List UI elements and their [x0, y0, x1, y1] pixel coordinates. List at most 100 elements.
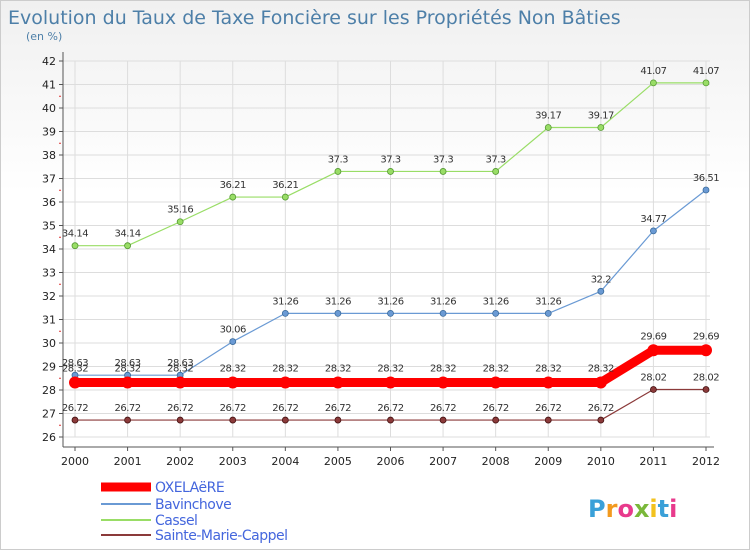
x-tick-label: 2007 [429, 455, 457, 468]
x-tick-label: 2005 [324, 455, 352, 468]
x-tick-label: 2002 [166, 455, 194, 468]
data-label: 26.72 [220, 403, 246, 414]
y-tick-label: 29 [42, 361, 56, 374]
data-label: 28.32 [535, 363, 561, 374]
y-tick-label: 41 [42, 79, 56, 92]
data-point [702, 186, 710, 194]
series-0: 28.32 28.32 28.32 28.32 28.32 28.32 28.32 28.32… [62, 331, 720, 389]
data-label: 28.32 [377, 363, 403, 374]
data-label: 31.26 [377, 296, 403, 307]
x-tick-label: 2003 [219, 455, 247, 468]
chart-title: Evolution du Taux de Taxe Foncière sur l… [8, 7, 621, 29]
data-point [176, 218, 184, 226]
data-point [387, 168, 394, 175]
legend-label: Sainte-Marie-Cappel [155, 528, 287, 544]
data-point [229, 193, 237, 201]
y-tick-label: 37 [42, 173, 56, 186]
data-label: 28.02 [640, 373, 666, 384]
data-label: 37.3 [328, 154, 348, 165]
data-label: 39.17 [535, 111, 561, 122]
x-tick-label: 2001 [114, 455, 142, 468]
x-tick-label: 2010 [587, 455, 615, 468]
legend: OXELAëREBavinchoveCasselSainte-Marie-Cap… [101, 480, 288, 544]
data-point [492, 309, 500, 317]
x-tick-label: 2012 [692, 455, 720, 468]
y-tick-label: 39 [42, 126, 56, 139]
data-label: 28.02 [693, 373, 719, 384]
data-label: 34.77 [640, 214, 666, 225]
data-label: 37.3 [433, 154, 453, 165]
data-point [387, 309, 394, 317]
data-point [121, 376, 134, 389]
data-label: 26.72 [167, 403, 193, 414]
data-label: 28.32 [115, 363, 141, 374]
data-point [594, 376, 607, 389]
data-point [71, 242, 79, 250]
data-label: 28.32 [272, 363, 298, 374]
x-tick-label: 2006 [377, 455, 405, 468]
data-label: 41.07 [693, 66, 719, 77]
x-tick-label: 2009 [534, 455, 562, 468]
data-point [226, 376, 239, 389]
data-label: 41.07 [640, 66, 666, 77]
data-label: 39.17 [588, 111, 614, 122]
y-tick-label: 42 [42, 55, 56, 68]
data-point [492, 168, 500, 175]
data-point [647, 344, 660, 357]
data-point [281, 193, 289, 201]
data-point [229, 416, 237, 424]
y-tick-label: 31 [42, 314, 56, 327]
data-label: 36.21 [220, 180, 246, 191]
data-point [492, 416, 500, 424]
data-label: 31.26 [430, 296, 456, 307]
data-label: 30.06 [220, 325, 246, 336]
y-tick-label: 27 [42, 408, 56, 421]
data-point [544, 309, 552, 317]
data-label: 26.72 [535, 403, 561, 414]
data-point [544, 124, 552, 131]
data-label: 28.32 [167, 363, 193, 374]
y-tick-label: 26 [42, 431, 56, 444]
data-label: 26.72 [115, 403, 141, 414]
series-3: 26.72 26.72 26.72 26.72 26.72 26.72 26.72 26.72… [62, 373, 720, 424]
data-point [334, 168, 342, 175]
data-point [174, 376, 187, 389]
data-label: 36.21 [272, 180, 298, 191]
legend-item: Sainte-Marie-Cappel [101, 528, 288, 544]
data-point [281, 416, 289, 424]
data-point [124, 242, 131, 250]
data-label: 31.26 [483, 296, 509, 307]
proxiti-logo: Proxiti [588, 495, 677, 523]
legend-item: OXELAëRE [101, 480, 225, 496]
data-label: 35.16 [167, 205, 193, 216]
x-tick-label: 2004 [271, 455, 299, 468]
data-point [597, 287, 605, 295]
data-point [176, 416, 184, 424]
data-point [597, 124, 605, 131]
data-point [437, 376, 450, 389]
data-point [281, 309, 289, 317]
data-point [650, 227, 657, 235]
legend-item: Bavinchove [101, 497, 232, 513]
data-label: 28.32 [588, 363, 614, 374]
y-tick-label: 35 [42, 220, 56, 233]
data-point [650, 386, 657, 393]
data-point [544, 416, 552, 424]
data-label: 31.26 [535, 296, 561, 307]
y-tick-label: 40 [42, 102, 56, 115]
data-label: 28.32 [220, 363, 246, 374]
data-label: 28.32 [483, 363, 509, 374]
data-point [650, 79, 657, 87]
data-label: 36.51 [693, 173, 719, 184]
data-point [489, 376, 502, 389]
data-point [702, 386, 710, 393]
data-label: 31.26 [272, 296, 298, 307]
data-label: 28.32 [430, 363, 456, 374]
data-label: 26.72 [272, 403, 298, 414]
logo-text: Proxiti [588, 495, 677, 523]
data-label: 29.69 [693, 331, 719, 342]
data-point [542, 376, 555, 389]
x-tick-label: 2000 [61, 455, 89, 468]
